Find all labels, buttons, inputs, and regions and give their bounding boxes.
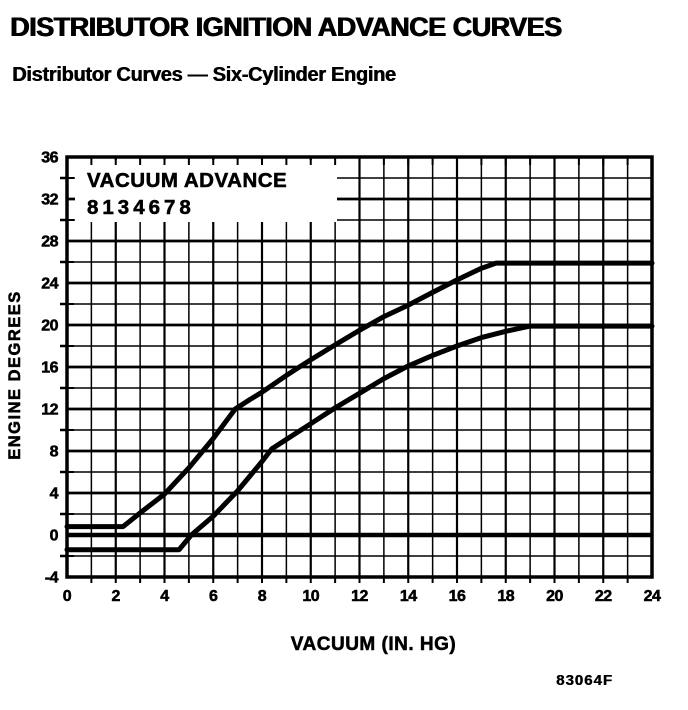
x-tick-label: 8 xyxy=(258,588,267,605)
y-tick-label: 28 xyxy=(41,234,58,251)
y-tick-label: 4 xyxy=(50,486,59,503)
x-tick-label: 22 xyxy=(595,588,612,605)
x-axis-title: VACUUM (IN. HG) xyxy=(291,634,456,655)
legend-title: VACUUM ADVANCE xyxy=(87,169,287,192)
x-tick-label: 18 xyxy=(497,588,514,605)
x-tick-label: 0 xyxy=(63,588,72,605)
vacuum-advance-chart: VACUUM ADVANCE813467836322824201612840-4… xyxy=(6,149,662,655)
y-tick-label: 8 xyxy=(50,444,59,461)
y-axis-title: ENGINE DEGREES xyxy=(6,290,24,460)
y-tick-label: 12 xyxy=(41,402,58,419)
y-tick-label: 24 xyxy=(41,276,58,293)
y-tick-label: 36 xyxy=(41,150,58,167)
y-tick-label: -4 xyxy=(45,570,59,587)
x-tick-label: 24 xyxy=(644,588,661,605)
y-tick-label: 16 xyxy=(41,360,58,377)
plot-border xyxy=(65,155,654,579)
x-tick-label: 10 xyxy=(302,588,319,605)
x-tick-label: 4 xyxy=(160,588,169,605)
y-tick-label: 32 xyxy=(41,192,58,209)
upper-limit-curve xyxy=(64,260,655,530)
page-title: DISTRIBUTOR IGNITION ADVANCE CURVES xyxy=(10,12,562,42)
x-tick-label: 14 xyxy=(400,588,417,605)
x-tick-label: 12 xyxy=(351,588,368,605)
x-tick-label: 2 xyxy=(112,588,121,605)
legend-box xyxy=(75,160,337,222)
figure-code: 83064F xyxy=(556,672,613,689)
x-tick-label: 6 xyxy=(209,588,218,605)
x-tick-label: 16 xyxy=(449,588,466,605)
legend-part-number: 8134678 xyxy=(87,196,195,219)
lower-limit-curve xyxy=(64,323,655,553)
y-tick-label: 0 xyxy=(50,528,59,545)
page-subtitle: Distributor Curves — Six-Cylinder Engine xyxy=(12,64,396,86)
x-tick-label: 20 xyxy=(546,588,563,605)
y-tick-label: 20 xyxy=(41,318,58,335)
